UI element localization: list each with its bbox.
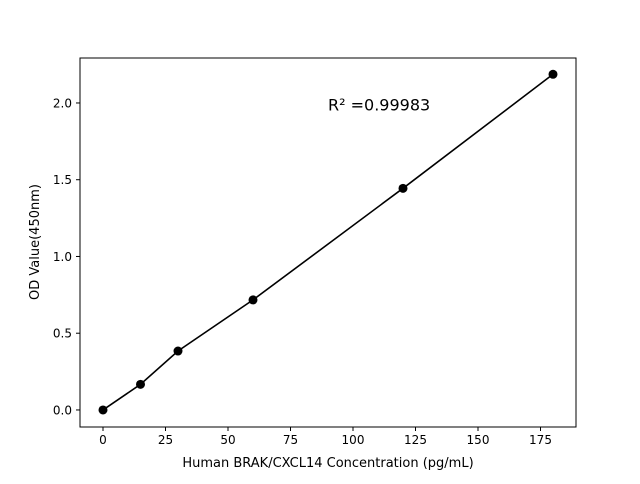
plot-frame <box>79 57 577 428</box>
x-tick-label: 125 <box>404 433 427 447</box>
y-tick-label: 1.5 <box>53 173 72 187</box>
x-tick-label: 75 <box>283 433 298 447</box>
data-point <box>98 405 108 415</box>
data-point <box>548 69 558 79</box>
x-tick-label: 0 <box>99 433 107 447</box>
data-point <box>173 346 183 356</box>
x-tick-label: 50 <box>220 433 235 447</box>
y-tick-label: 0.0 <box>53 403 72 417</box>
x-tick-label: 25 <box>158 433 173 447</box>
series-line <box>102 73 554 411</box>
x-tick-label: 150 <box>467 433 490 447</box>
data-point <box>248 295 258 305</box>
x-tick-label: 175 <box>529 433 552 447</box>
y-axis-label: OD Value(450nm) <box>28 184 43 300</box>
r-squared-annotation: R² =0.99983 <box>328 96 430 115</box>
y-tick-label: 2.0 <box>53 96 72 110</box>
y-tick-label: 0.5 <box>53 327 72 341</box>
y-tick-label: 1.0 <box>53 250 72 264</box>
data-point <box>398 183 408 193</box>
x-tick-label: 100 <box>342 433 365 447</box>
x-axis-label: Human BRAK/CXCL14 Concentration (pg/mL) <box>182 456 473 471</box>
data-point <box>136 379 145 389</box>
